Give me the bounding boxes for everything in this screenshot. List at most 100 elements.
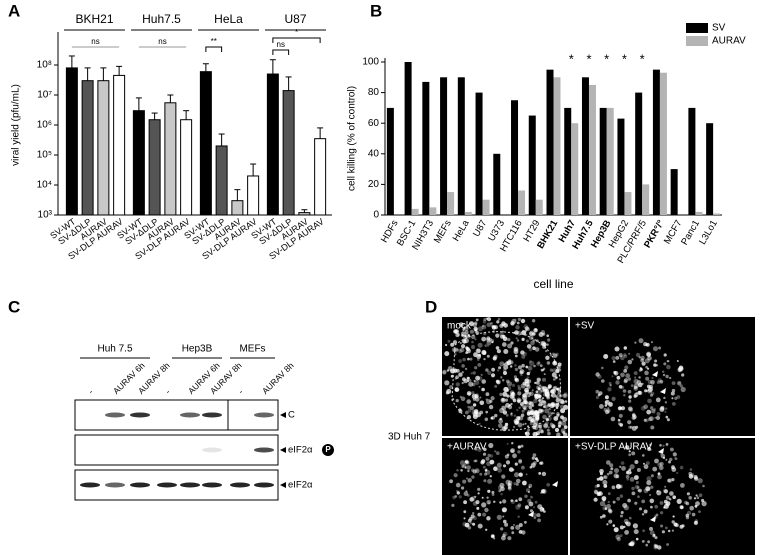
cell-dot bbox=[458, 408, 462, 411]
cell-dot bbox=[606, 472, 610, 476]
cell-dot bbox=[532, 453, 537, 457]
cell-dot bbox=[447, 339, 451, 343]
cell-dot bbox=[464, 522, 470, 528]
cell-dot bbox=[596, 477, 600, 481]
cell-dot bbox=[593, 497, 598, 502]
cell-dot bbox=[695, 494, 698, 497]
cell-dot bbox=[497, 467, 502, 473]
cell-dot bbox=[501, 398, 505, 402]
cell-dot bbox=[498, 418, 503, 424]
cell-dot bbox=[670, 447, 674, 452]
cell-dot bbox=[452, 340, 458, 345]
bar bbox=[518, 190, 526, 215]
cell-dot bbox=[627, 377, 632, 381]
band bbox=[180, 412, 200, 418]
cell-dot bbox=[512, 425, 516, 429]
cell-dot bbox=[608, 470, 613, 475]
cell-dot bbox=[649, 416, 654, 422]
cell-dot bbox=[543, 423, 549, 428]
cell-dot bbox=[616, 537, 621, 542]
cell-dot bbox=[486, 336, 491, 341]
cell-dot bbox=[560, 408, 566, 414]
cell-dot bbox=[650, 505, 653, 509]
cell-dot bbox=[685, 501, 690, 506]
cell-dot bbox=[603, 354, 609, 359]
cell-dot bbox=[557, 413, 560, 416]
cell-dot bbox=[533, 516, 537, 520]
cell-dot bbox=[533, 364, 536, 368]
cell-dot bbox=[463, 378, 468, 384]
cell-dot bbox=[550, 423, 555, 428]
cell-dot bbox=[508, 467, 514, 472]
cell-dot bbox=[471, 382, 476, 387]
cell-dot bbox=[474, 338, 477, 341]
bar bbox=[688, 107, 696, 215]
cell-dots bbox=[442, 317, 569, 437]
cell-dot bbox=[456, 491, 460, 495]
cell-dot bbox=[645, 365, 648, 369]
cell-dot bbox=[695, 501, 700, 506]
cell-dot bbox=[511, 318, 517, 324]
cell-dot bbox=[514, 318, 517, 321]
cell-dot bbox=[442, 370, 447, 375]
cell-dot bbox=[679, 384, 683, 388]
cell-dot bbox=[506, 381, 513, 387]
cell-dot bbox=[485, 392, 490, 397]
cell-dot bbox=[471, 340, 474, 344]
cell-dot bbox=[541, 508, 545, 511]
cell-dot bbox=[530, 418, 535, 422]
band bbox=[254, 412, 274, 418]
bar bbox=[404, 62, 412, 215]
micrograph bbox=[570, 317, 755, 436]
cell-dot bbox=[543, 405, 546, 408]
significance-marker: * bbox=[622, 51, 627, 66]
cell-dot bbox=[514, 420, 519, 425]
cell-dot bbox=[631, 358, 634, 361]
cell-dot bbox=[671, 520, 675, 524]
cell-dot bbox=[664, 485, 667, 488]
cell-dot bbox=[455, 368, 460, 373]
cell-dot bbox=[623, 525, 626, 529]
x-tick-label: HeLa bbox=[451, 218, 472, 244]
cell-dot bbox=[595, 389, 600, 394]
cell-dot bbox=[557, 362, 562, 367]
cell-dot bbox=[547, 426, 550, 429]
x-tick-label: L3Lo1 bbox=[697, 218, 720, 246]
cell-dot bbox=[688, 474, 694, 479]
cell-dot bbox=[511, 383, 516, 387]
cell-dot bbox=[669, 491, 674, 496]
cell-dot bbox=[529, 408, 535, 414]
cell-dot bbox=[534, 500, 538, 504]
cell-dot bbox=[488, 404, 494, 410]
cell-dot bbox=[484, 507, 489, 513]
cell-dot bbox=[698, 493, 703, 498]
cell-dot bbox=[538, 472, 542, 475]
cell-dot bbox=[634, 475, 639, 480]
cell-dot bbox=[564, 400, 568, 403]
cell-dot bbox=[520, 318, 526, 324]
band bbox=[157, 482, 177, 488]
cell-dot bbox=[470, 522, 473, 525]
cell-dot bbox=[517, 317, 522, 321]
cell-dot bbox=[461, 344, 466, 349]
cell-dot bbox=[622, 503, 628, 508]
cell-dot bbox=[617, 418, 621, 422]
cell-dot bbox=[679, 524, 684, 529]
cell-dot bbox=[601, 379, 605, 383]
cell-dot bbox=[466, 379, 470, 383]
cell-dot bbox=[681, 373, 685, 377]
cell-dot bbox=[503, 364, 509, 370]
cell-dot bbox=[481, 350, 487, 355]
cell-dot bbox=[466, 494, 470, 497]
cell-dot bbox=[500, 527, 504, 531]
cell-dot bbox=[492, 356, 497, 361]
cell-dot bbox=[460, 469, 463, 472]
cell-dot bbox=[527, 410, 531, 414]
cell-dot bbox=[680, 505, 684, 509]
cell-dot bbox=[484, 344, 488, 347]
cell-dot bbox=[647, 540, 650, 544]
cell-dot bbox=[623, 354, 628, 358]
cell-dot bbox=[602, 480, 608, 485]
cell-dot bbox=[625, 373, 631, 379]
cell-dot bbox=[556, 388, 560, 391]
